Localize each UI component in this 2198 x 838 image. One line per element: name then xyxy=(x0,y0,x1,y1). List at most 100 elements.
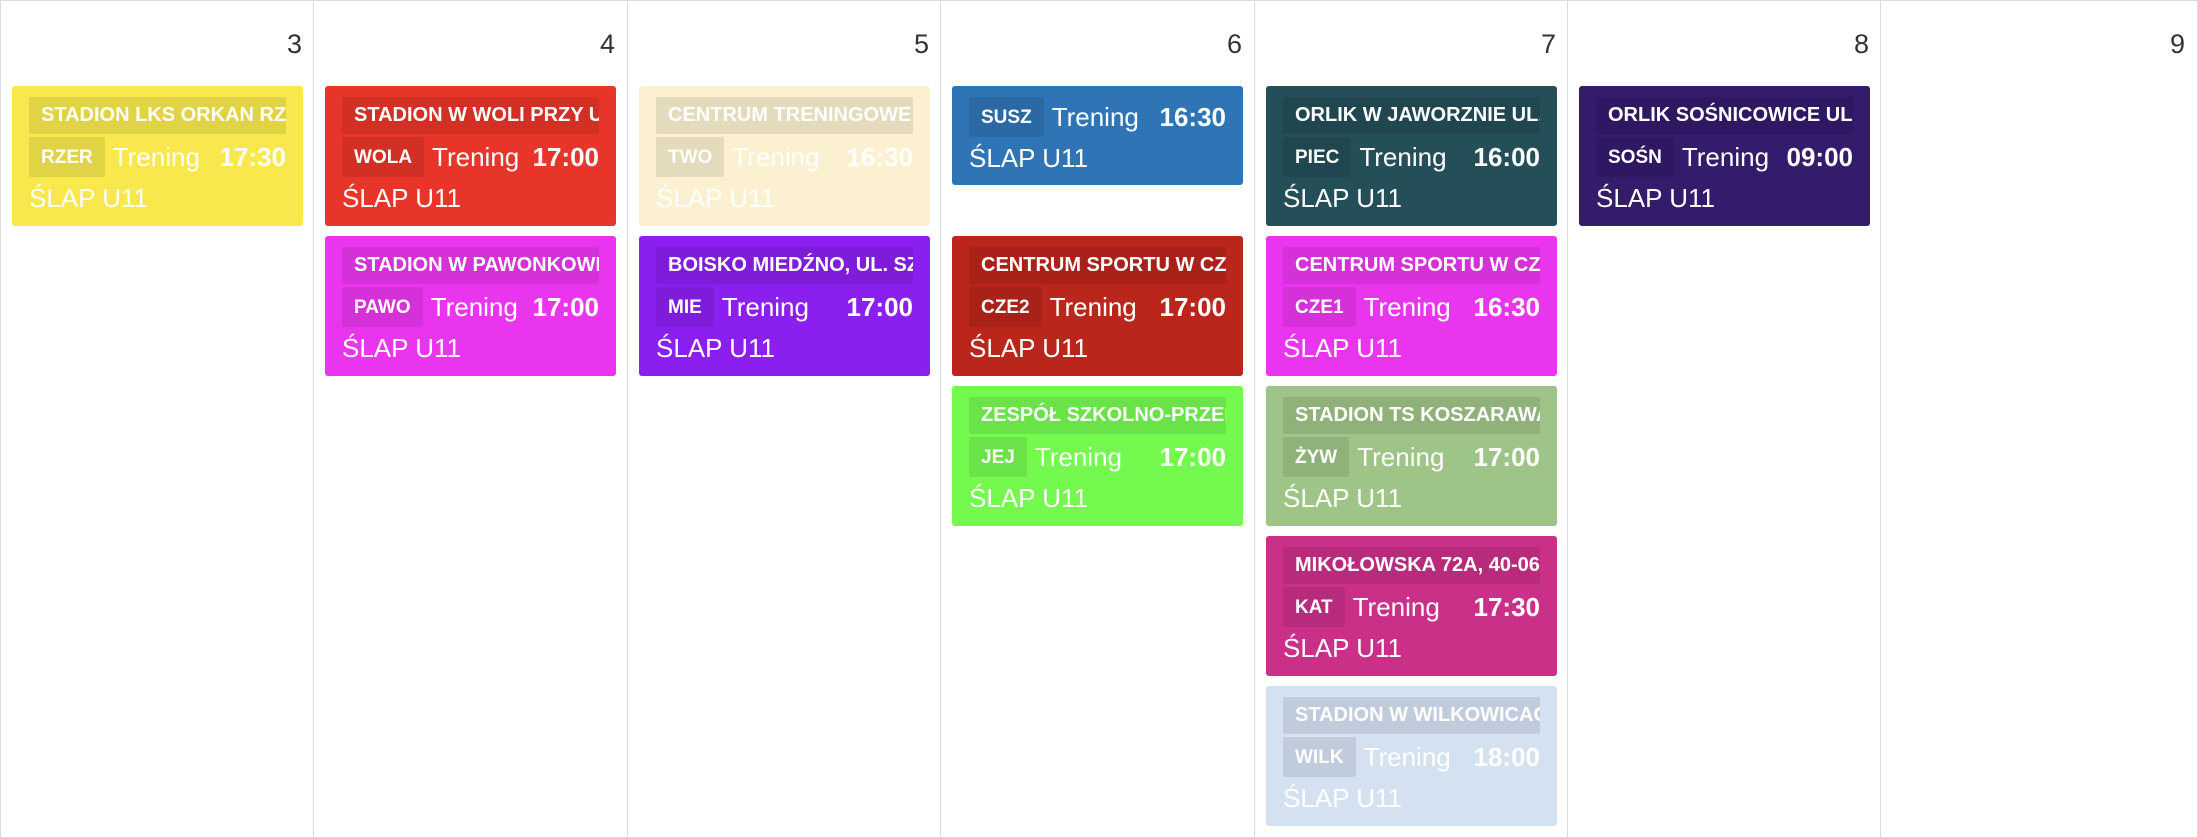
event-code-badge: SOŚN xyxy=(1596,137,1674,177)
event-time: 16:30 xyxy=(1473,291,1541,322)
day-column-9[interactable]: 9 xyxy=(1880,0,2198,838)
event-type: Trening xyxy=(1681,141,1770,172)
event-type: Trening xyxy=(1352,591,1440,622)
event-team: ŚLAP U11 xyxy=(342,183,462,213)
event-code-badge: KAT xyxy=(1283,587,1345,627)
event-time: 17:30 xyxy=(219,141,287,172)
event-card[interactable]: MIKOŁOWSKA 72A, 40-065 KAT Trening 17:30 ŚLA… xyxy=(1266,536,1557,676)
event-team: ŚLAP U11 xyxy=(1283,333,1403,363)
event-team: ŚLAP U11 xyxy=(969,333,1089,363)
event-type: Trening xyxy=(1034,441,1123,472)
event-code-badge: TWO xyxy=(656,137,725,177)
event-time: 17:00 xyxy=(532,141,600,172)
event-type: Trening xyxy=(732,141,820,172)
event-code-badge: RZER xyxy=(29,137,105,177)
day-number[interactable]: 5 xyxy=(913,29,929,59)
event-time: 17:00 xyxy=(846,291,914,322)
event-time: 17:00 xyxy=(1159,441,1227,472)
event-type: Trening xyxy=(1049,291,1137,322)
event-card[interactable]: BOISKO MIEDŹNO, UL. SZKOLNAMIETrening 17:… xyxy=(639,236,930,376)
event-type: Trening xyxy=(112,141,200,172)
event-type: Trening xyxy=(1359,141,1447,172)
event-location: ORLIK W JAWORZNIE UL. B xyxy=(1283,97,1540,134)
day-column-7[interactable]: 7 ORLIK W JAWORZNIE UL. B PIEC Trening 16:00… xyxy=(1254,0,1568,838)
event-team: ŚLAP U11 xyxy=(342,333,462,363)
event-details-row: JEJ Trening 17:00 xyxy=(969,437,1226,477)
day-number[interactable]: 6 xyxy=(1226,29,1242,59)
event-type: Trening xyxy=(1051,101,1139,132)
event-time: 09:00 xyxy=(1786,141,1854,172)
day-number[interactable]: 9 xyxy=(2169,29,2185,59)
event-card[interactable]: STADION LKS ORKAN RZERZĘCZYCERZERTrening… xyxy=(12,86,303,226)
event-code-badge: ŻYW xyxy=(1283,437,1350,477)
event-location: CENTRUM SPORTU W CZECHOWICACH xyxy=(969,247,1226,284)
event-details-row: PAWO Trening 17:00 xyxy=(342,287,599,327)
event-code-badge: CZE1 xyxy=(1283,287,1356,327)
event-type: Trening xyxy=(432,141,520,172)
event-details-row: CZE1 Trening 16:30 xyxy=(1283,287,1540,327)
event-card[interactable]: ZESPÓŁ SZKOLNO-PRZEDSZKOLNYJEJTrening 17:… xyxy=(952,386,1243,526)
day-number[interactable]: 4 xyxy=(599,29,615,59)
event-card[interactable]: STADION W PAWONKOWIE PAWO Trening 17:00 ŚLAP… xyxy=(325,236,616,376)
event-location: ORLIK SOŚNICOWICE UL. F xyxy=(1596,97,1853,134)
day-column-3[interactable]: 3 STADION LKS ORKAN RZERZĘCZYCERZERTrenin… xyxy=(0,0,314,838)
event-type: Trening xyxy=(1363,291,1451,322)
event-location: STADION W PAWONKOWIE xyxy=(342,247,599,284)
event-card[interactable]: CENTRUM SPORTU W CZECHOWICACHCZE1Trening… xyxy=(1266,236,1557,376)
event-team: ŚLAP U11 xyxy=(969,143,1089,173)
event-time: 17:00 xyxy=(532,291,600,322)
event-card[interactable]: STADION TS KOSZARAWA ŻYW Trening 17:00 ŚLAP … xyxy=(1266,386,1557,526)
event-location: CENTRUM TRENINGOWE L xyxy=(656,97,913,134)
event-details-row: PIEC Trening 16:00 xyxy=(1283,137,1540,177)
event-location: BOISKO MIEDŹNO, UL. SZKOLNA xyxy=(656,247,913,284)
event-team: ŚLAP U11 xyxy=(29,183,149,213)
event-time: 16:30 xyxy=(846,141,914,172)
event-team: ŚLAP U11 xyxy=(1283,633,1403,663)
event-card[interactable]: ORLIK W JAWORZNIE UL. B PIEC Trening 16:00 Ś… xyxy=(1266,86,1557,226)
event-location: STADION LKS ORKAN RZERZĘCZYCE xyxy=(29,97,286,134)
day-column-6[interactable]: 6 SUSZ Trening 16:30 ŚLAP U11 CENTRUM SPORTU … xyxy=(940,0,1254,838)
event-type: Trening xyxy=(721,291,809,322)
event-card[interactable]: CENTRUM SPORTU W CZECHOWICACHCZE2Trening… xyxy=(952,236,1243,376)
event-location: STADION W WOLI PRZY UL. xyxy=(342,97,599,134)
event-type: Trening xyxy=(1363,741,1451,772)
event-code-badge: MIE xyxy=(656,287,714,327)
event-time: 16:30 xyxy=(1159,101,1227,132)
event-details-row: TWO Trening 16:30 xyxy=(656,137,913,177)
event-details-row: CZE2 Trening 17:00 xyxy=(969,287,1226,327)
day-column-4[interactable]: 4 STADION W WOLI PRZY UL. WOLA Trening 17:00… xyxy=(313,0,627,838)
event-type: Trening xyxy=(1357,441,1445,472)
event-location: STADION TS KOSZARAWA xyxy=(1283,397,1540,434)
event-location: MIKOŁOWSKA 72A, 40-065 xyxy=(1283,547,1540,584)
event-details-row: MIE Trening 17:00 xyxy=(656,287,913,327)
event-details-row: SUSZ Trening 16:30 xyxy=(969,97,1226,137)
event-team: ŚLAP U11 xyxy=(969,483,1089,513)
event-code-badge: SUSZ xyxy=(969,97,1044,137)
event-time: 17:00 xyxy=(1159,291,1227,322)
event-card[interactable]: STADION W WILKOWICACH WILK Trening 18:00 ŚLA… xyxy=(1266,686,1557,826)
event-code-badge: CZE2 xyxy=(969,287,1042,327)
event-location: STADION W WILKOWICACH xyxy=(1283,697,1540,734)
event-card[interactable]: ORLIK SOŚNICOWICE UL. F SOŚN Trening 09:00 Ś… xyxy=(1579,86,1870,226)
day-column-8[interactable]: 8 ORLIK SOŚNICOWICE UL. F SOŚN Trening 09:00… xyxy=(1567,0,1881,838)
event-card[interactable]: CENTRUM TRENINGOWE L TWO Trening 16:30 ŚLAP … xyxy=(639,86,930,226)
day-column-5[interactable]: 5 CENTRUM TRENINGOWE L TWO Trening 16:30 ŚLAP… xyxy=(627,0,941,838)
event-time: 17:00 xyxy=(1473,441,1541,472)
event-details-row: RZER Trening 17:30 xyxy=(29,137,286,177)
day-number[interactable]: 3 xyxy=(286,29,302,59)
event-team: ŚLAP U11 xyxy=(656,183,776,213)
event-code-badge: PIEC xyxy=(1283,137,1352,177)
event-details-row: ŻYW Trening 17:00 xyxy=(1283,437,1540,477)
day-number[interactable]: 8 xyxy=(1853,29,1869,59)
event-location: CENTRUM SPORTU W CZECHOWICACH xyxy=(1283,247,1540,284)
event-details-row: WILK Trening 18:00 xyxy=(1283,737,1540,777)
event-type: Trening xyxy=(430,291,518,322)
event-card[interactable]: STADION W WOLI PRZY UL. WOLA Trening 17:00 Ś… xyxy=(325,86,616,226)
event-code-badge: JEJ xyxy=(969,437,1027,477)
event-card[interactable]: SUSZ Trening 16:30 ŚLAP U11 xyxy=(952,86,1243,185)
event-team: ŚLAP U11 xyxy=(656,333,776,363)
event-team: ŚLAP U11 xyxy=(1283,483,1403,513)
event-details-row: KAT Trening 17:30 xyxy=(1283,587,1540,627)
day-number[interactable]: 7 xyxy=(1540,29,1556,59)
